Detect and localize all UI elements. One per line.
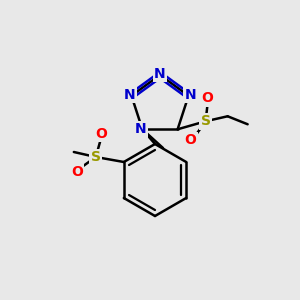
Text: O: O: [71, 165, 83, 179]
Text: N: N: [135, 122, 146, 136]
Text: O: O: [202, 91, 214, 105]
Text: S: S: [91, 150, 101, 164]
Text: N: N: [185, 88, 196, 102]
Text: O: O: [185, 133, 197, 147]
Text: N: N: [154, 67, 166, 81]
Text: N: N: [124, 88, 135, 102]
Text: O: O: [95, 127, 107, 141]
Text: S: S: [201, 114, 211, 128]
